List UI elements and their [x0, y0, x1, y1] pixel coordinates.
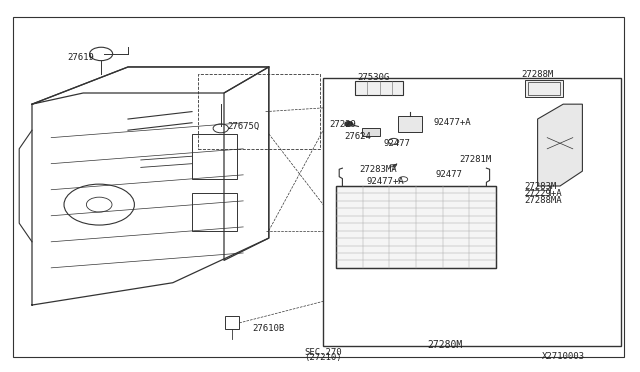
Text: 92477: 92477	[384, 139, 411, 148]
Text: 27675Q: 27675Q	[227, 122, 259, 131]
Text: 27283M: 27283M	[525, 182, 557, 191]
Text: 27229: 27229	[330, 120, 356, 129]
Text: 27610B: 27610B	[253, 324, 285, 333]
Bar	[355, 81, 403, 95]
Text: 27283MA: 27283MA	[359, 165, 397, 174]
Text: SEC.270: SEC.270	[305, 348, 342, 357]
Bar	[528, 82, 560, 95]
Text: 27288M: 27288M	[522, 70, 554, 79]
Bar	[336, 186, 496, 268]
Bar	[225, 316, 239, 329]
Bar	[398, 116, 422, 132]
Text: 27288MA: 27288MA	[525, 196, 563, 205]
Text: ⟨27210⟩: ⟨27210⟩	[305, 353, 342, 362]
Bar	[362, 128, 380, 136]
Bar	[336, 186, 496, 268]
Polygon shape	[538, 104, 582, 186]
Bar	[323, 78, 621, 346]
Text: 92477: 92477	[435, 170, 462, 179]
Text: 27530G: 27530G	[357, 73, 389, 81]
Text: 92477+A: 92477+A	[434, 118, 472, 127]
Circle shape	[345, 122, 353, 126]
Bar	[525, 80, 563, 97]
Text: 27229+A: 27229+A	[525, 189, 563, 198]
Text: 92477+A: 92477+A	[367, 177, 404, 186]
Text: X2710003: X2710003	[541, 352, 585, 361]
Text: 27280M: 27280M	[427, 340, 463, 350]
Text: 27281M: 27281M	[460, 155, 492, 164]
Text: 27619: 27619	[67, 53, 94, 62]
Bar	[192, 193, 237, 231]
Text: 27624: 27624	[344, 132, 371, 141]
Bar	[192, 134, 237, 179]
